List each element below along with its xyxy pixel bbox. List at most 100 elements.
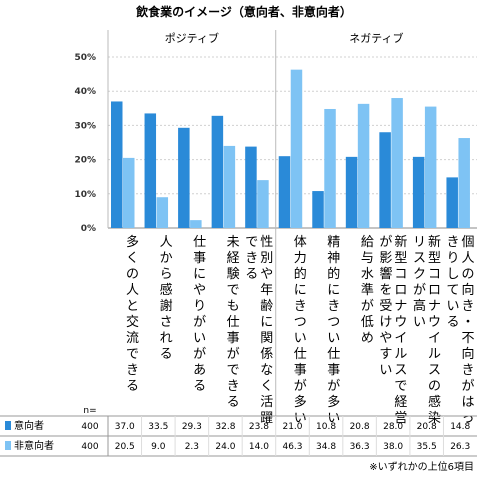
category-char: 事 xyxy=(327,363,340,378)
category-char: る xyxy=(227,395,240,410)
category-char: 謝 xyxy=(160,299,173,314)
category-char: ・ xyxy=(461,315,474,330)
category-char: い xyxy=(327,331,340,346)
bar-series1 xyxy=(446,177,458,228)
footnote: ※いずれかの上位6項目 xyxy=(369,460,474,473)
category-char: い xyxy=(413,315,426,330)
data-label: 46.3 xyxy=(282,442,302,452)
category-char: く xyxy=(126,251,139,266)
data-label: 28.0 xyxy=(383,422,403,432)
category-char: の xyxy=(126,267,139,282)
category-char: コ xyxy=(394,267,407,282)
category-char: で xyxy=(394,379,407,394)
category-char: 給 xyxy=(361,235,374,250)
category-char: が xyxy=(379,235,392,250)
category-char: す xyxy=(379,347,392,362)
category-char: ル xyxy=(394,347,407,362)
data-label: 26.3 xyxy=(450,442,470,452)
data-label: 38.0 xyxy=(383,442,403,452)
category-char: ロ xyxy=(428,283,441,298)
data-label: 33.5 xyxy=(148,422,168,432)
category-char: に xyxy=(193,267,206,282)
bar-series2 xyxy=(324,108,336,228)
category-char: き xyxy=(446,235,459,250)
bar-series1 xyxy=(211,115,224,228)
y-tick-label: 30% xyxy=(74,121,96,131)
category-char: 神 xyxy=(327,251,340,266)
category-char: 高 xyxy=(413,298,426,314)
category-char: ス xyxy=(428,363,441,378)
category-char: 事 xyxy=(227,331,240,346)
y-tick-label: 40% xyxy=(74,87,96,97)
category-char: 的 xyxy=(294,266,307,282)
category-char: 験 xyxy=(227,267,240,282)
category-char: ス xyxy=(413,251,426,266)
data-label: 36.3 xyxy=(350,442,370,452)
category-char: ク xyxy=(413,267,426,282)
category-char: っ xyxy=(461,411,474,426)
y-tick-label: 0% xyxy=(81,224,96,234)
category-char: に xyxy=(260,315,273,330)
data-label: 34.8 xyxy=(316,442,336,452)
category-char: が xyxy=(193,347,206,362)
legend-name: 非意向者 xyxy=(14,439,54,452)
category-char: が xyxy=(227,347,240,362)
legend-swatch xyxy=(5,441,11,450)
category-char: 交 xyxy=(126,314,139,330)
category-char: 向 xyxy=(461,346,474,362)
category-char: 新 xyxy=(394,234,407,250)
category-char: に xyxy=(327,283,340,298)
category-char: が xyxy=(413,283,426,298)
category-char: 未 xyxy=(227,235,240,250)
category-char: な xyxy=(260,363,273,378)
category-char: 水 xyxy=(361,267,374,282)
category-char: い xyxy=(327,411,340,426)
category-char: 経 xyxy=(394,395,407,410)
category-char: 向 xyxy=(461,282,474,298)
category-char: あ xyxy=(193,363,206,378)
category-char: り xyxy=(193,299,206,314)
category-char: イ xyxy=(394,331,407,346)
bar-series2 xyxy=(123,157,135,228)
category-char: 係 xyxy=(260,347,273,362)
category-char: リ xyxy=(413,235,426,250)
category-char: を xyxy=(379,283,392,298)
category-char: が xyxy=(294,379,307,394)
category-char: が xyxy=(461,379,474,394)
category-char: で xyxy=(227,283,240,298)
bar-series1 xyxy=(345,156,358,228)
category-char: る xyxy=(193,379,206,394)
category-char: さ xyxy=(160,315,173,330)
category-char: め xyxy=(361,331,374,346)
bar-series1 xyxy=(379,132,391,228)
data-label: 35.5 xyxy=(417,442,437,452)
category-char: 力 xyxy=(294,251,307,266)
bar-series2 xyxy=(290,69,303,229)
bar-series2 xyxy=(391,98,403,228)
n-label: n= xyxy=(83,406,96,416)
category-char: 人 xyxy=(160,235,173,250)
category-char: し xyxy=(446,267,459,282)
legend-name: 意向者 xyxy=(14,419,44,432)
category-char: る xyxy=(245,267,258,282)
category-char: や xyxy=(379,331,392,346)
category-char: 響 xyxy=(379,266,392,282)
category-char: 的 xyxy=(327,266,340,282)
bar-series2 xyxy=(257,180,269,228)
category-char: 与 xyxy=(361,251,374,266)
group-label: ポジティブ xyxy=(165,31,219,45)
category-char: ウ xyxy=(428,315,441,330)
category-char: き xyxy=(327,299,340,314)
category-char: が xyxy=(361,299,374,314)
category-char: の xyxy=(461,267,474,282)
category-char: き xyxy=(245,251,258,266)
category-char: る xyxy=(126,379,139,394)
category-char: 関 xyxy=(260,331,273,346)
data-label: 20.8 xyxy=(417,422,437,432)
